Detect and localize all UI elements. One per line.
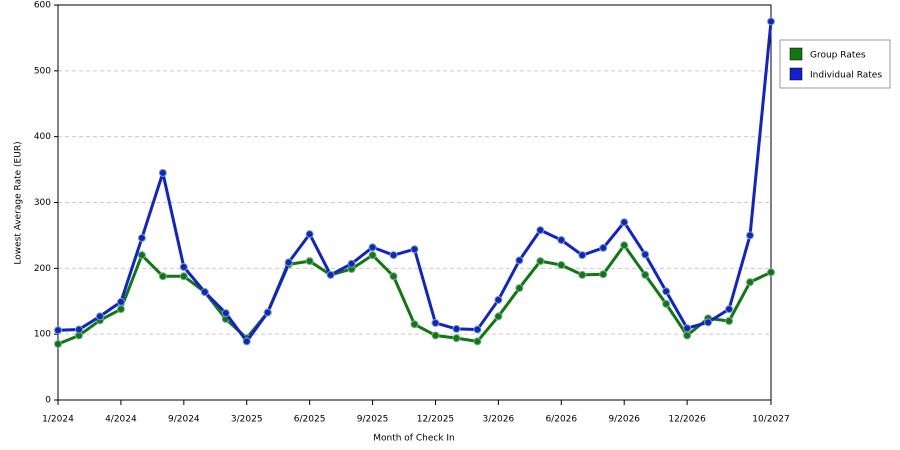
point [179,272,188,281]
legend-swatch [789,47,803,61]
x-tick-label: 6/2026 [545,415,577,425]
point [431,331,440,340]
point [368,243,377,252]
point [620,218,629,227]
x-tick-label: 12/2026 [668,415,706,425]
point [767,17,775,26]
point [221,309,230,318]
point [452,324,461,333]
point [158,168,167,177]
x-tick-label: 6/2025 [294,415,326,425]
point [305,230,314,239]
point [200,288,209,297]
x-tick-label: 3/2026 [483,415,515,425]
point [389,251,398,260]
legend-label: Individual Rates [810,71,882,81]
x-tick-label: 9/2025 [357,415,389,425]
point [599,270,608,279]
point [242,337,251,346]
y-tick-label: 100 [34,330,51,340]
point [116,297,125,306]
y-tick-label: 400 [34,132,51,142]
x-tick-label: 9/2024 [168,415,200,425]
x-tick-label: 12/2025 [417,415,454,425]
point [326,270,335,279]
point [452,334,461,343]
point [683,324,692,333]
legend-box [779,39,891,89]
point [662,299,671,308]
point [557,261,566,270]
point [578,251,587,260]
point [578,270,587,279]
point [725,317,734,325]
y-tick-label: 600 [34,1,51,11]
legend-swatch [789,67,803,81]
point [389,272,398,281]
point [305,257,314,266]
point [431,318,440,327]
point [54,326,62,335]
x-tick-label: 10/2027 [752,415,789,425]
point [410,320,419,329]
y-tick-label: 300 [34,198,51,208]
point [347,259,356,268]
point [473,337,482,346]
point [746,278,755,287]
point [767,268,775,277]
x-tick-label: 1/2024 [42,415,74,425]
point [641,250,650,259]
point [725,305,734,314]
point [54,340,62,349]
point [158,272,167,281]
point [137,251,146,260]
point [368,251,377,260]
point [683,331,692,340]
point [494,295,503,304]
point [641,270,650,279]
point [746,231,755,240]
y-tick-label: 200 [34,264,51,274]
point [620,241,629,250]
point [137,234,146,243]
point [263,308,272,317]
point [473,325,482,334]
x-axis-label: Month of Check In [373,434,455,444]
point [179,263,188,272]
y-tick-label: 0 [45,396,51,406]
point [95,312,104,321]
point [284,258,293,267]
plot-frame [57,4,772,401]
x-tick-label: 9/2026 [608,415,640,425]
point [116,305,125,314]
y-tick-label: 500 [34,66,51,76]
point [494,312,503,321]
legend-label: Group Rates [810,51,866,61]
x-tick-label: 4/2024 [105,415,137,425]
point [74,325,83,334]
point [599,243,608,252]
point [704,318,713,327]
point [410,245,419,254]
y-axis-label: Lowest Average Rate (EUR) [14,141,24,264]
point [515,284,524,293]
point [662,287,671,296]
point [557,236,566,245]
point [515,256,524,265]
x-tick-label: 3/2025 [231,415,263,425]
point [536,257,545,266]
point [536,226,545,235]
